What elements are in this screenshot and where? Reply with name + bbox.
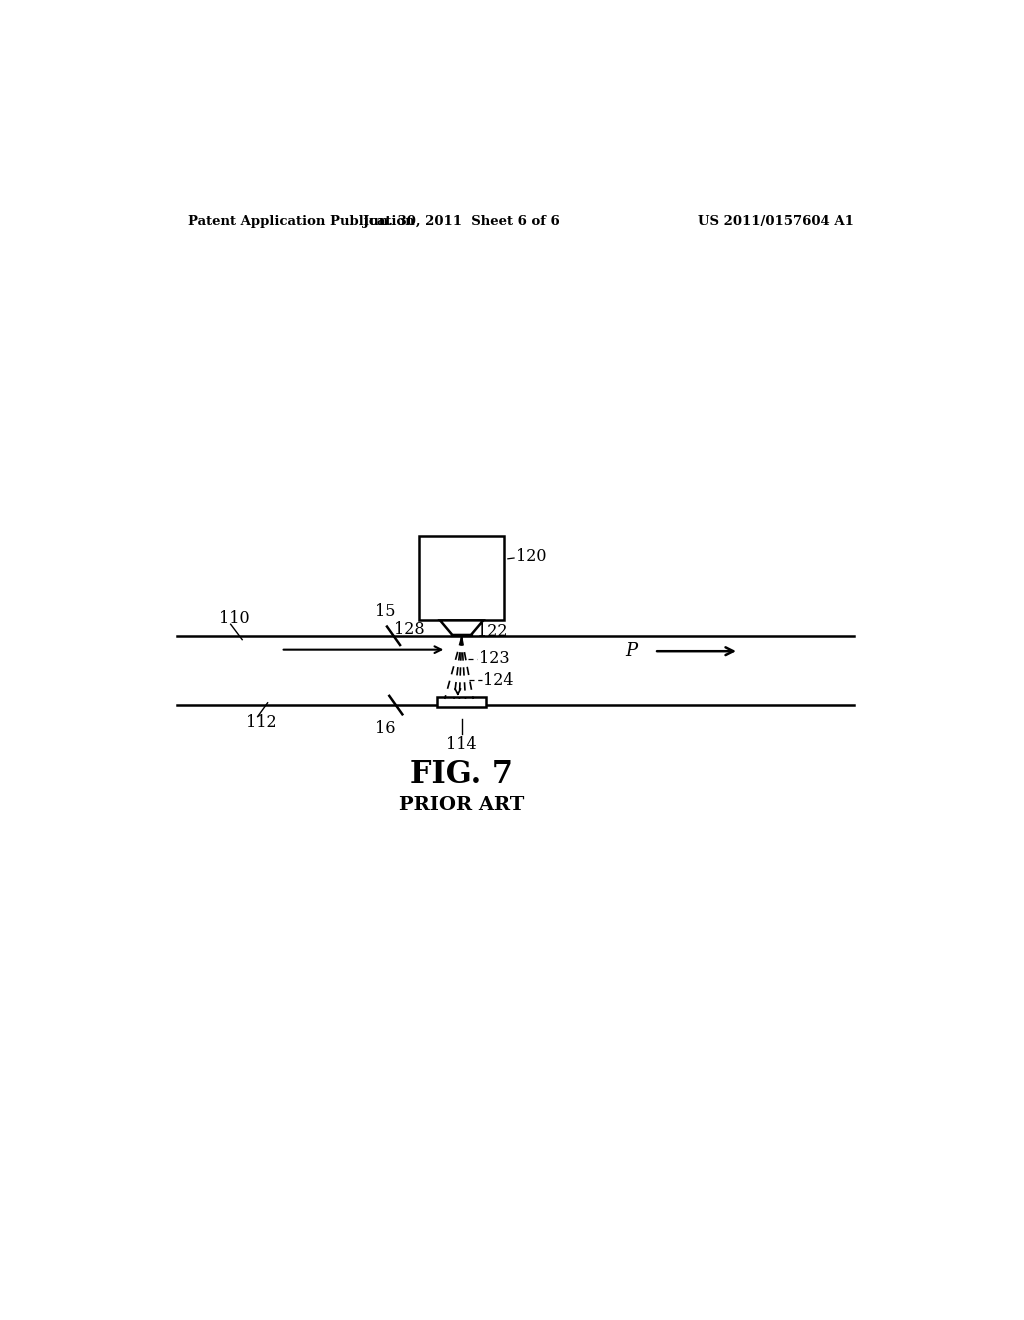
Polygon shape: [437, 697, 486, 708]
Text: Jun. 30, 2011  Sheet 6 of 6: Jun. 30, 2011 Sheet 6 of 6: [364, 215, 560, 228]
Text: 16: 16: [376, 719, 396, 737]
Text: Patent Application Publication: Patent Application Publication: [188, 215, 415, 228]
Text: 110: 110: [219, 610, 250, 627]
Text: US 2011/0157604 A1: US 2011/0157604 A1: [698, 215, 854, 228]
Text: 123: 123: [478, 651, 509, 668]
Polygon shape: [419, 536, 504, 620]
Text: 114: 114: [446, 737, 477, 752]
Text: 112: 112: [246, 714, 276, 730]
Text: 120: 120: [515, 548, 546, 565]
Text: 124: 124: [483, 672, 514, 689]
Polygon shape: [440, 620, 483, 635]
Text: 15: 15: [375, 603, 395, 619]
Text: P: P: [625, 643, 637, 660]
Text: 122: 122: [477, 623, 508, 640]
Text: FIG. 7: FIG. 7: [411, 759, 513, 789]
Text: 128: 128: [394, 622, 425, 638]
Text: PRIOR ART: PRIOR ART: [399, 796, 524, 814]
